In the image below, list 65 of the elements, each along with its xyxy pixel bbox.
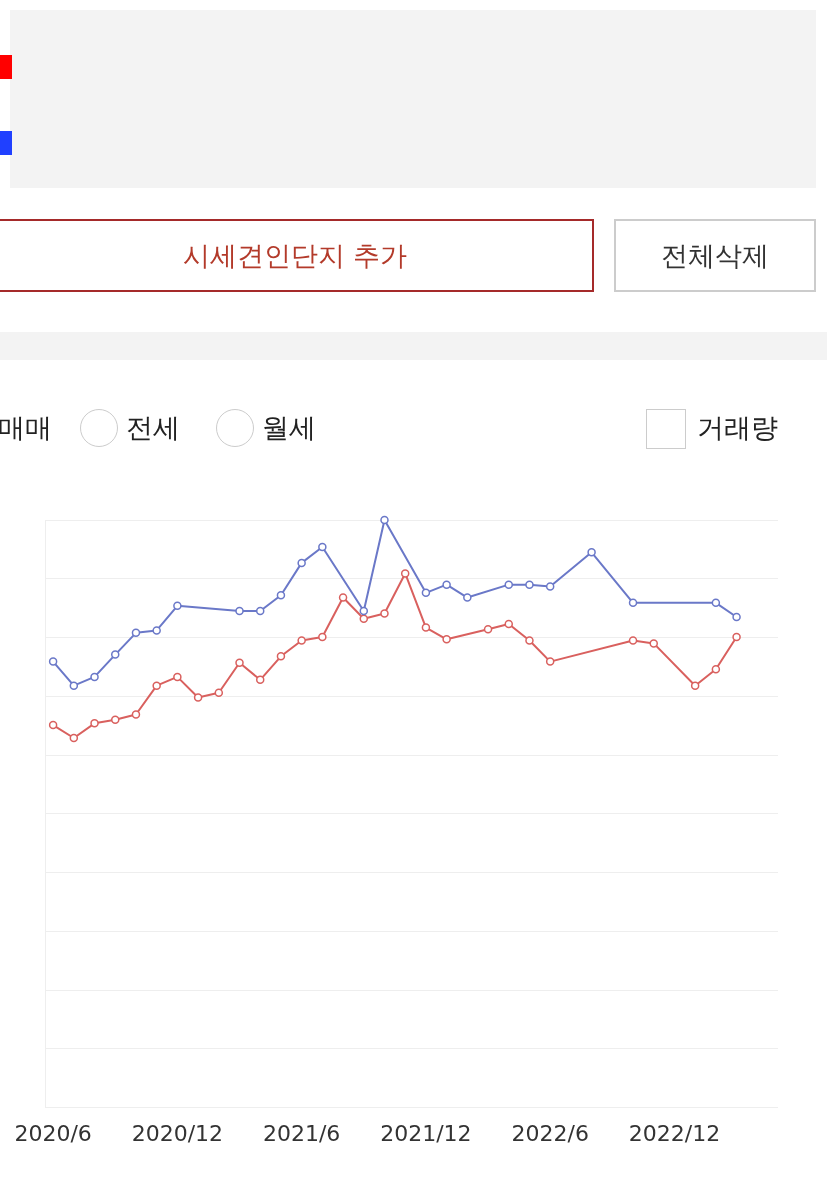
point (421, 588, 431, 598)
point (48, 720, 58, 730)
point (173, 601, 182, 611)
point (297, 636, 306, 645)
point (711, 665, 721, 674)
point (690, 681, 700, 690)
x-tick-label: 2021/12 (380, 1120, 472, 1146)
point (255, 675, 265, 685)
point (318, 632, 327, 642)
point (131, 628, 141, 638)
point (545, 582, 555, 591)
text: 거래량 (697, 411, 778, 445)
point (504, 580, 514, 589)
point (442, 635, 451, 644)
point (214, 688, 224, 697)
point (111, 650, 120, 659)
x-tick-label: 2020/6 (14, 1120, 92, 1146)
text: 전세 (126, 411, 180, 445)
point (421, 623, 431, 632)
point (235, 606, 244, 616)
point (380, 609, 389, 618)
point (587, 548, 596, 557)
x-tick-label: 2021/6 (262, 1120, 341, 1146)
point (297, 558, 306, 568)
point (69, 681, 79, 690)
point (90, 719, 99, 728)
point (504, 619, 514, 629)
point (400, 569, 410, 578)
point (338, 593, 348, 602)
delete-button: 전체삭제 (614, 219, 816, 292)
point (48, 657, 58, 666)
point (628, 598, 638, 608)
point (131, 710, 141, 719)
point (235, 658, 244, 668)
point (111, 715, 120, 725)
point (649, 639, 658, 648)
point (152, 681, 161, 690)
point (483, 625, 493, 634)
point (318, 542, 327, 552)
point (255, 606, 265, 616)
point (359, 614, 369, 623)
point (276, 652, 286, 661)
point (732, 632, 741, 642)
x-tick-label: 2022/6 (511, 1120, 589, 1146)
point (463, 593, 472, 602)
point (69, 733, 79, 743)
point (173, 672, 182, 682)
text: 월세 (262, 411, 316, 445)
point (732, 612, 741, 622)
point (90, 672, 99, 682)
point (525, 636, 534, 645)
point (525, 580, 534, 589)
point (193, 693, 203, 702)
x-tick-label: 2020/12 (131, 1120, 224, 1146)
point (545, 657, 555, 666)
add-button: 시세견인단지 추가 (0, 219, 594, 292)
point (711, 598, 721, 608)
point (628, 636, 638, 645)
point (276, 590, 286, 600)
point (442, 580, 451, 589)
x-tick-label: 2022/12 (628, 1120, 721, 1146)
point (380, 515, 389, 525)
text: 매매 (0, 411, 52, 445)
point (359, 606, 369, 616)
point (152, 626, 161, 635)
